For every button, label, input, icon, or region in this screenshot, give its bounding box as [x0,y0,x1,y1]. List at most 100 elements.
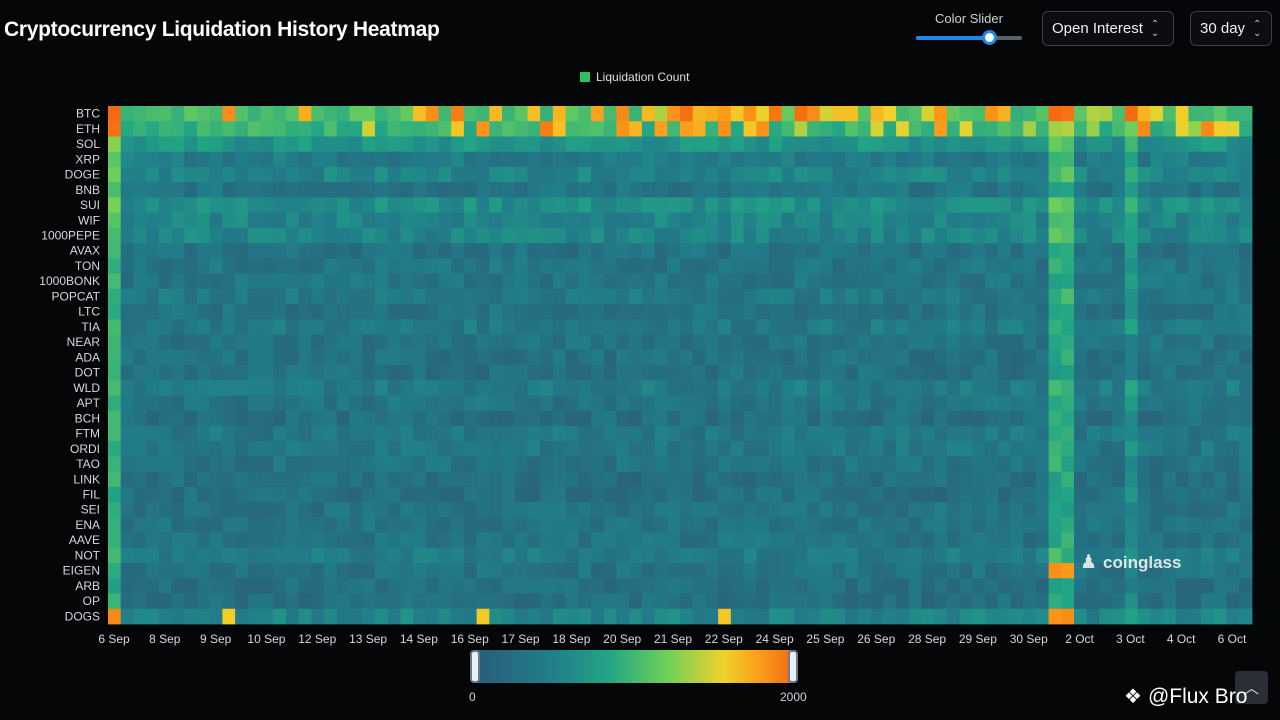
heatmap-cell[interactable] [972,243,986,259]
heatmap-cell[interactable] [489,136,503,153]
heatmap-cell[interactable] [374,425,389,442]
heatmap-cell[interactable] [1035,258,1050,274]
heatmap-cell[interactable] [425,151,439,168]
heatmap-cell[interactable] [349,425,363,442]
heatmap-cell[interactable] [184,593,198,610]
heatmap-cell[interactable] [527,517,541,533]
heatmap-cell[interactable] [171,471,185,488]
heatmap-cell[interactable] [120,441,134,457]
heatmap-cell[interactable] [196,456,211,473]
heatmap-cell[interactable] [1239,227,1253,244]
heatmap-cell[interactable] [400,456,414,473]
heatmap-cell[interactable] [1086,608,1100,625]
heatmap-cell[interactable] [591,106,605,122]
heatmap-cell[interactable] [451,319,465,335]
heatmap-cell[interactable] [133,441,147,457]
heatmap-cell[interactable] [235,486,249,503]
heatmap-cell[interactable] [946,593,961,610]
heatmap-cell[interactable] [349,182,363,198]
heatmap-cell[interactable] [1201,365,1215,381]
heatmap-cell[interactable] [972,395,986,412]
heatmap-cell[interactable] [1124,288,1138,305]
heatmap-cell[interactable] [336,471,350,488]
heatmap-cell[interactable] [756,258,770,274]
heatmap-cell[interactable] [196,334,211,351]
heatmap-cell[interactable] [972,212,986,229]
heatmap-cell[interactable] [425,304,439,320]
heatmap-cell[interactable] [336,319,350,335]
heatmap-cell[interactable] [629,380,643,396]
heatmap-cell[interactable] [502,319,516,335]
heatmap-cell[interactable] [502,517,516,533]
heatmap-cell[interactable] [934,166,948,183]
heatmap-cell[interactable] [756,182,770,198]
heatmap-cell[interactable] [158,227,172,244]
heatmap-cell[interactable] [1112,456,1126,473]
heatmap-cell[interactable] [1188,517,1202,533]
heatmap-cell[interactable] [1086,563,1100,579]
heatmap-cell[interactable] [1124,532,1138,549]
heatmap-cell[interactable] [603,608,617,625]
scroll-to-top-button[interactable]: ︿ [1235,671,1268,704]
heatmap-cell[interactable] [514,166,528,183]
heatmap-cell[interactable] [768,380,783,396]
heatmap-cell[interactable] [1061,532,1075,549]
heatmap-cell[interactable] [768,197,783,214]
heatmap-cell[interactable] [502,121,516,137]
heatmap-cell[interactable] [1137,288,1151,305]
heatmap-cell[interactable] [870,517,884,533]
heatmap-cell[interactable] [641,243,655,259]
heatmap-cell[interactable] [146,471,160,488]
heatmap-cell[interactable] [146,212,160,229]
heatmap-cell[interactable] [1086,288,1100,305]
heatmap-cell[interactable] [1010,517,1024,533]
heatmap-cell[interactable] [692,456,706,473]
heatmap-cell[interactable] [883,227,897,244]
heatmap-cell[interactable] [768,304,783,320]
heatmap-cell[interactable] [997,593,1011,610]
heatmap-cell[interactable] [629,365,643,381]
heatmap-cell[interactable] [349,563,363,579]
heatmap-cell[interactable] [133,365,147,381]
heatmap-cell[interactable] [108,593,122,610]
heatmap-cell[interactable] [311,486,325,503]
heatmap-cell[interactable] [921,273,935,290]
heatmap-cell[interactable] [438,547,452,564]
heatmap-cell[interactable] [184,166,198,183]
heatmap-cell[interactable] [794,395,808,412]
heatmap-cell[interactable] [807,334,821,351]
heatmap-cell[interactable] [641,563,655,579]
heatmap-cell[interactable] [413,593,427,610]
heatmap-cell[interactable] [1150,410,1164,427]
heatmap-cell[interactable] [680,547,694,564]
heatmap-cell[interactable] [832,136,846,153]
heatmap-cell[interactable] [1163,182,1177,198]
heatmap-cell[interactable] [1175,258,1189,274]
heatmap-cell[interactable] [616,578,630,594]
heatmap-cell[interactable] [1086,334,1100,351]
heatmap-cell[interactable] [857,502,872,518]
heatmap-cell[interactable] [946,197,961,214]
heatmap-cell[interactable] [1226,166,1240,183]
heatmap-cell[interactable] [196,578,211,594]
heatmap-cell[interactable] [1099,441,1113,457]
heatmap-cell[interactable] [362,288,376,305]
heatmap-cell[interactable] [463,151,478,168]
heatmap-cell[interactable] [502,471,516,488]
heatmap-cell[interactable] [298,532,312,549]
heatmap-cell[interactable] [997,441,1011,457]
heatmap-cell[interactable] [629,227,643,244]
heatmap-cell[interactable] [362,304,376,320]
heatmap-cell[interactable] [1035,227,1050,244]
heatmap-cell[interactable] [883,502,897,518]
heatmap-cell[interactable] [1010,304,1024,320]
heatmap-cell[interactable] [1035,166,1050,183]
heatmap-cell[interactable] [324,136,338,153]
heatmap-cell[interactable] [235,273,249,290]
heatmap-cell[interactable] [959,410,973,427]
heatmap-cell[interactable] [400,243,414,259]
heatmap-cell[interactable] [1213,486,1227,503]
heatmap-cell[interactable] [463,486,478,503]
heatmap-cell[interactable] [260,517,274,533]
heatmap-cell[interactable] [768,593,783,610]
